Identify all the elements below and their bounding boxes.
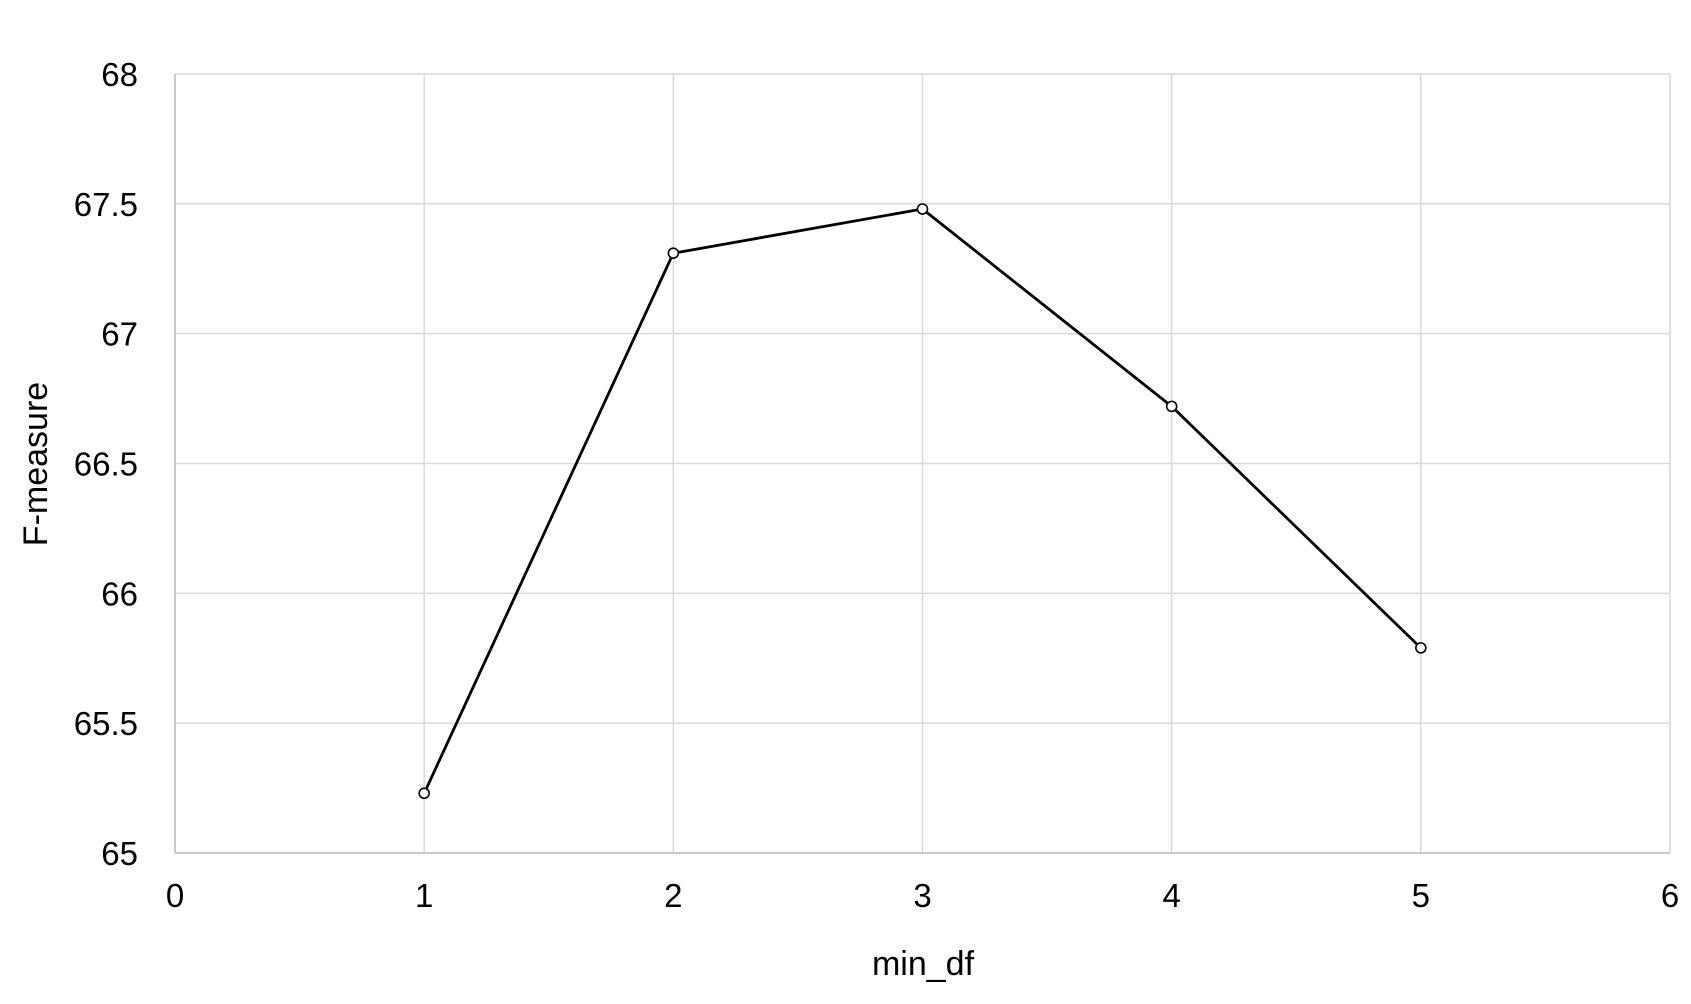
axes	[174, 74, 1670, 854]
y-tick-label: 66.5	[74, 446, 138, 483]
x-tick-label: 0	[166, 877, 184, 914]
data-point	[1415, 642, 1427, 654]
y-tick-label: 67.5	[74, 186, 138, 223]
gridlines	[174, 73, 1671, 854]
y-tick-label: 67	[101, 316, 138, 353]
y-tick-label: 66	[101, 575, 138, 612]
y-tick-label: 65	[101, 835, 138, 872]
data-point	[916, 203, 929, 215]
y-tick-label: 65.5	[74, 705, 138, 742]
tick-labels: 65 65.5 66 66.5 67 67.5 68 0 1 2 3 4 5 6	[74, 56, 1679, 914]
x-tick-label: 2	[664, 877, 682, 914]
data-markers	[418, 203, 1427, 800]
x-tick-label: 5	[1412, 877, 1430, 914]
y-tick-label: 68	[101, 56, 138, 93]
x-tick-label: 3	[913, 877, 931, 914]
x-tick-label: 1	[415, 877, 433, 914]
x-axis-title: min_df	[872, 945, 975, 983]
x-tick-label: 6	[1661, 877, 1679, 914]
data-point	[667, 247, 680, 259]
data-point	[1165, 400, 1178, 413]
x-tick-label: 4	[1162, 877, 1180, 914]
data-point	[418, 787, 430, 800]
y-axis-title: F-measure	[17, 382, 55, 546]
